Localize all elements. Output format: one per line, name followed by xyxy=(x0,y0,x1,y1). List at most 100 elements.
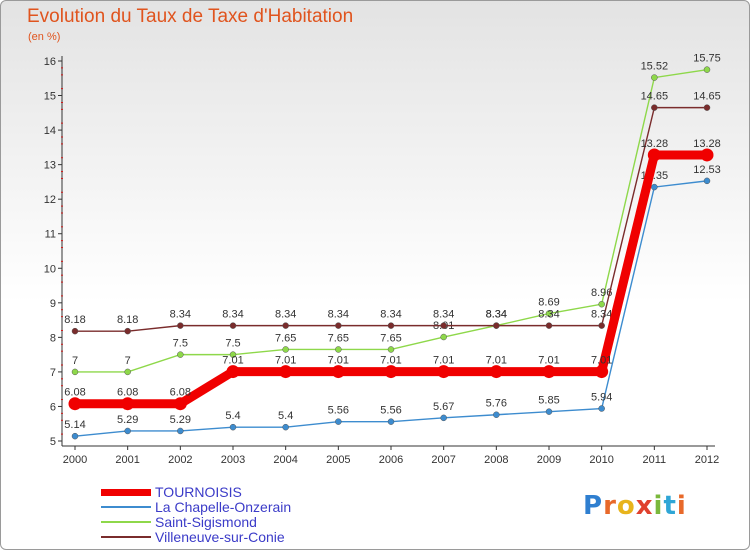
x-tick-label: 2005 xyxy=(326,454,350,466)
legend-swatch xyxy=(101,489,151,496)
legend-label: La Chapelle-Onzerain xyxy=(155,499,292,515)
x-tick-label: 2010 xyxy=(589,454,613,466)
data-point-la-chapelle-onzerain xyxy=(703,177,711,185)
data-point-la-chapelle-onzerain xyxy=(387,418,395,425)
data-label-villeneuve-sur-conie: 8.34 xyxy=(328,309,349,321)
legend-swatch xyxy=(101,521,151,523)
data-label-tournoisis: 7.01 xyxy=(380,355,401,367)
data-point-la-chapelle-onzerain xyxy=(440,414,447,422)
data-label-la-chapelle-onzerain: 5.67 xyxy=(433,401,454,413)
data-point-villeneuve-sur-conie xyxy=(545,322,553,329)
data-point-la-chapelle-onzerain xyxy=(177,427,184,435)
y-tick-label: 12 xyxy=(44,194,56,206)
data-label-saint-sigismond: 15.52 xyxy=(641,61,669,73)
data-point-la-chapelle-onzerain xyxy=(493,411,500,418)
data-label-tournoisis: 6.08 xyxy=(117,387,138,399)
data-point-villeneuve-sur-conie xyxy=(493,322,500,329)
data-point-tournoisis xyxy=(384,365,398,379)
chart-title: Evolution du Taux de Taxe d'Habitation xyxy=(27,6,354,27)
data-label-villeneuve-sur-conie: 8.18 xyxy=(64,314,85,326)
data-point-villeneuve-sur-conie xyxy=(703,104,711,111)
data-label-villeneuve-sur-conie: 14.65 xyxy=(641,91,669,103)
data-point-villeneuve-sur-conie xyxy=(651,104,658,111)
data-point-saint-sigismond xyxy=(282,346,289,353)
data-label-saint-sigismond: 7 xyxy=(72,355,78,367)
data-label-saint-sigismond: 8.69 xyxy=(538,297,559,309)
data-point-saint-sigismond xyxy=(651,74,658,81)
y-tick-label: 5 xyxy=(50,436,56,448)
data-label-villeneuve-sur-conie: 8.34 xyxy=(486,309,507,321)
chart-unit: (en %) xyxy=(28,31,61,43)
data-point-saint-sigismond xyxy=(598,300,605,308)
data-label-tournoisis: 13.28 xyxy=(641,138,669,150)
data-label-saint-sigismond: 7.5 xyxy=(225,338,240,350)
y-tick-label: 6 xyxy=(50,401,56,413)
x-tick-label: 2000 xyxy=(63,454,87,466)
data-label-tournoisis: 13.28 xyxy=(693,138,721,150)
data-label-la-chapelle-onzerain: 5.4 xyxy=(225,410,240,422)
x-tick-label: 2004 xyxy=(273,454,297,466)
data-label-villeneuve-sur-conie: 8.34 xyxy=(275,309,296,321)
data-point-saint-sigismond xyxy=(71,368,79,376)
data-label-tournoisis: 7.01 xyxy=(591,355,612,367)
data-label-tournoisis: 6.08 xyxy=(64,387,85,399)
data-point-tournoisis xyxy=(542,365,556,379)
data-label-villeneuve-sur-conie: 8.34 xyxy=(222,309,243,321)
data-point-saint-sigismond xyxy=(229,351,237,358)
data-label-la-chapelle-onzerain: 12.53 xyxy=(693,164,721,176)
data-point-tournoisis xyxy=(279,365,293,379)
data-point-tournoisis xyxy=(331,365,345,379)
legend-label: Villeneuve-sur-Conie xyxy=(155,529,285,545)
data-point-la-chapelle-onzerain xyxy=(598,405,605,412)
data-label-saint-sigismond: 15.75 xyxy=(693,53,721,65)
data-label-la-chapelle-onzerain: 5.29 xyxy=(170,414,191,426)
y-tick-label: 15 xyxy=(44,91,56,103)
y-tick-label: 7 xyxy=(50,367,56,379)
data-label-tournoisis: 7.01 xyxy=(433,355,454,367)
data-point-la-chapelle-onzerain xyxy=(282,423,289,431)
x-tick-label: 2003 xyxy=(221,454,245,466)
data-point-la-chapelle-onzerain xyxy=(124,427,131,435)
data-label-villeneuve-sur-conie: 8.18 xyxy=(117,314,138,326)
data-label-saint-sigismond: 8.34 xyxy=(486,309,507,321)
data-label-saint-sigismond: 8.96 xyxy=(591,287,612,299)
legend-swatch xyxy=(101,506,151,508)
x-tick-label: 2011 xyxy=(643,454,667,466)
data-point-villeneuve-sur-conie xyxy=(440,322,447,329)
data-point-tournoisis xyxy=(700,148,714,162)
data-point-tournoisis xyxy=(121,397,135,411)
x-tick-label: 2009 xyxy=(537,454,561,466)
data-label-tournoisis: 7.01 xyxy=(275,355,296,367)
data-label-tournoisis: 6.08 xyxy=(170,387,191,399)
data-point-saint-sigismond xyxy=(177,351,184,358)
data-point-la-chapelle-onzerain xyxy=(651,183,658,191)
data-label-villeneuve-sur-conie: 8.34 xyxy=(380,309,401,321)
data-label-la-chapelle-onzerain: 5.14 xyxy=(64,419,85,431)
data-label-la-chapelle-onzerain: 5.94 xyxy=(591,392,612,404)
data-label-saint-sigismond: 7.5 xyxy=(173,338,188,350)
data-label-tournoisis: 7.01 xyxy=(538,355,559,367)
data-label-la-chapelle-onzerain: 5.76 xyxy=(486,398,507,410)
x-tick-label: 2002 xyxy=(168,454,192,466)
data-point-villeneuve-sur-conie xyxy=(282,322,289,329)
legend-label: TOURNOISIS xyxy=(155,484,242,500)
data-point-villeneuve-sur-conie xyxy=(71,327,79,335)
data-label-villeneuve-sur-conie: 8.34 xyxy=(591,309,612,321)
data-point-tournoisis xyxy=(437,365,451,379)
data-point-saint-sigismond xyxy=(335,346,342,353)
data-label-saint-sigismond: 7.65 xyxy=(380,332,401,344)
legend-item: Saint-Sigismond xyxy=(101,514,421,530)
data-label-villeneuve-sur-conie: 8.34 xyxy=(538,309,559,321)
data-point-saint-sigismond xyxy=(545,310,553,317)
data-label-villeneuve-sur-conie: 14.65 xyxy=(693,91,721,103)
legend-item: Villeneuve-sur-Conie xyxy=(101,529,421,545)
data-point-saint-sigismond xyxy=(703,66,711,73)
data-point-villeneuve-sur-conie xyxy=(177,322,184,329)
y-tick-label: 11 xyxy=(45,229,56,241)
legend-item: TOURNOISIS xyxy=(101,484,421,500)
data-point-villeneuve-sur-conie xyxy=(229,322,237,329)
data-label-la-chapelle-onzerain: 5.4 xyxy=(278,410,293,422)
y-tick-label: 10 xyxy=(44,263,56,275)
data-point-saint-sigismond xyxy=(387,346,395,353)
data-point-tournoisis xyxy=(595,365,609,379)
